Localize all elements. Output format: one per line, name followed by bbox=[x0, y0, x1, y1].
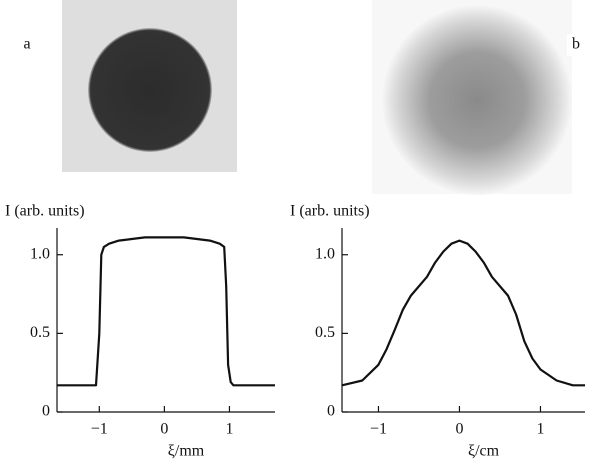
y-axis-label: I (arb. units) bbox=[5, 203, 85, 220]
x-tick-label: 0 bbox=[455, 421, 463, 438]
y-tick-label: 0 bbox=[42, 403, 50, 420]
x-tick-label: 0 bbox=[160, 421, 168, 438]
image-b-spot bbox=[382, 5, 572, 195]
panel-label-box bbox=[567, 34, 585, 56]
x-tick-label: −1 bbox=[370, 421, 387, 438]
y-tick-label: 1.0 bbox=[315, 245, 335, 262]
x-axis-label: ξ/mm bbox=[168, 443, 205, 460]
panel-label: a bbox=[23, 36, 30, 53]
x-tick-label: 1 bbox=[536, 421, 544, 438]
y-axis-label: I (arb. units) bbox=[290, 203, 370, 220]
x-axis-label: ξ/cm bbox=[468, 443, 500, 460]
y-tick-label: 0.5 bbox=[30, 324, 50, 341]
x-tick-label: −1 bbox=[91, 421, 108, 438]
panel-label: b bbox=[572, 36, 580, 53]
intensity-curve bbox=[341, 239, 585, 387]
panel-label-box bbox=[18, 34, 36, 56]
intensity-curve bbox=[57, 236, 275, 387]
y-tick-label: 0.5 bbox=[315, 324, 335, 341]
image-a-spot bbox=[88, 28, 212, 152]
y-tick-label: 1.0 bbox=[30, 245, 50, 262]
y-tick-label: 0 bbox=[327, 403, 335, 420]
x-tick-label: 1 bbox=[225, 421, 233, 438]
